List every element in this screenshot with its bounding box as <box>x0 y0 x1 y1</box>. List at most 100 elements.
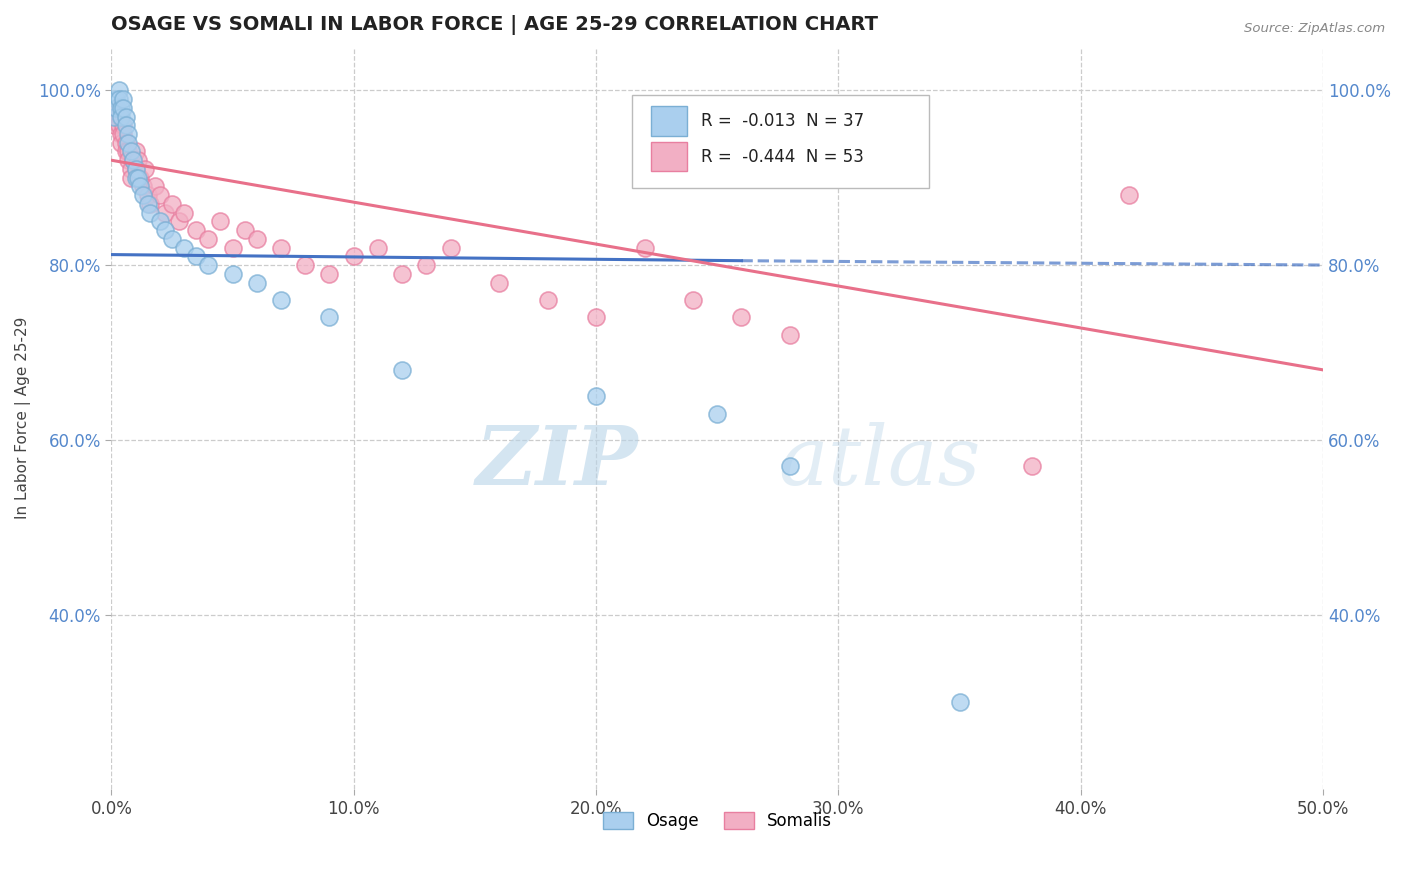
Point <box>415 258 437 272</box>
Y-axis label: In Labor Force | Age 25-29: In Labor Force | Age 25-29 <box>15 317 31 519</box>
Point <box>391 267 413 281</box>
Point <box>120 161 142 176</box>
Point <box>173 205 195 219</box>
Point <box>167 214 190 228</box>
Point <box>107 118 129 132</box>
Point <box>127 170 149 185</box>
Point <box>110 101 132 115</box>
Point <box>124 161 146 176</box>
Point <box>391 363 413 377</box>
Point <box>186 223 208 237</box>
Point <box>112 92 135 106</box>
Point <box>233 223 256 237</box>
Point <box>143 179 166 194</box>
Point <box>117 136 139 150</box>
Point <box>132 188 155 202</box>
Point <box>105 101 128 115</box>
Point <box>124 161 146 176</box>
Point <box>120 145 142 159</box>
Point <box>112 118 135 132</box>
Point <box>197 232 219 246</box>
FancyBboxPatch shape <box>633 95 929 187</box>
Point <box>779 328 801 343</box>
Text: atlas: atlas <box>778 423 980 502</box>
Point <box>318 267 340 281</box>
Point <box>160 232 183 246</box>
Point <box>122 153 145 168</box>
Point <box>107 92 129 106</box>
Point <box>105 101 128 115</box>
FancyBboxPatch shape <box>651 106 688 136</box>
Point <box>343 249 366 263</box>
Point <box>197 258 219 272</box>
Point <box>112 127 135 141</box>
Text: OSAGE VS SOMALI IN LABOR FORCE | AGE 25-29 CORRELATION CHART: OSAGE VS SOMALI IN LABOR FORCE | AGE 25-… <box>111 15 879 35</box>
Point <box>136 188 159 202</box>
Point <box>132 179 155 194</box>
Point <box>949 695 972 709</box>
Point <box>122 153 145 168</box>
Text: Source: ZipAtlas.com: Source: ZipAtlas.com <box>1244 22 1385 36</box>
Text: ZIP: ZIP <box>475 423 638 502</box>
Text: R =  -0.444  N = 53: R = -0.444 N = 53 <box>702 147 865 166</box>
Point <box>120 170 142 185</box>
Point <box>367 241 389 255</box>
Point <box>127 153 149 168</box>
Point <box>149 188 172 202</box>
Point <box>115 145 138 159</box>
Point <box>117 145 139 159</box>
Point <box>149 214 172 228</box>
Point <box>209 214 232 228</box>
Point <box>633 241 655 255</box>
Point <box>779 458 801 473</box>
Point <box>221 267 243 281</box>
Point <box>682 293 704 307</box>
Point <box>221 241 243 255</box>
Point <box>107 83 129 97</box>
Point <box>270 241 292 255</box>
Point <box>110 136 132 150</box>
Point <box>105 110 128 124</box>
Point <box>153 223 176 237</box>
Point <box>270 293 292 307</box>
Point <box>440 241 463 255</box>
Point <box>110 127 132 141</box>
Point <box>585 310 607 325</box>
Point <box>129 179 152 194</box>
Point <box>105 92 128 106</box>
Point <box>294 258 316 272</box>
Point <box>107 110 129 124</box>
Point <box>115 136 138 150</box>
Point <box>110 110 132 124</box>
Point <box>730 310 752 325</box>
Point <box>1021 458 1043 473</box>
Point <box>585 389 607 403</box>
Point <box>488 276 510 290</box>
Point <box>318 310 340 325</box>
Text: R =  -0.013  N = 37: R = -0.013 N = 37 <box>702 112 865 130</box>
Point <box>129 170 152 185</box>
Point <box>117 153 139 168</box>
Point <box>186 249 208 263</box>
Point <box>1118 188 1140 202</box>
Point <box>246 232 269 246</box>
Point <box>139 205 162 219</box>
Point <box>246 276 269 290</box>
Point <box>124 145 146 159</box>
Point <box>115 118 138 132</box>
Point <box>103 118 125 132</box>
Point <box>160 197 183 211</box>
Point <box>115 110 138 124</box>
Point <box>706 407 728 421</box>
Point <box>117 127 139 141</box>
Point <box>139 197 162 211</box>
FancyBboxPatch shape <box>651 142 688 171</box>
Point <box>124 170 146 185</box>
Point <box>173 241 195 255</box>
Point <box>536 293 558 307</box>
Point <box>136 197 159 211</box>
Point <box>112 101 135 115</box>
Point <box>134 161 156 176</box>
Point <box>103 110 125 124</box>
Legend: Osage, Somalis: Osage, Somalis <box>596 805 838 837</box>
